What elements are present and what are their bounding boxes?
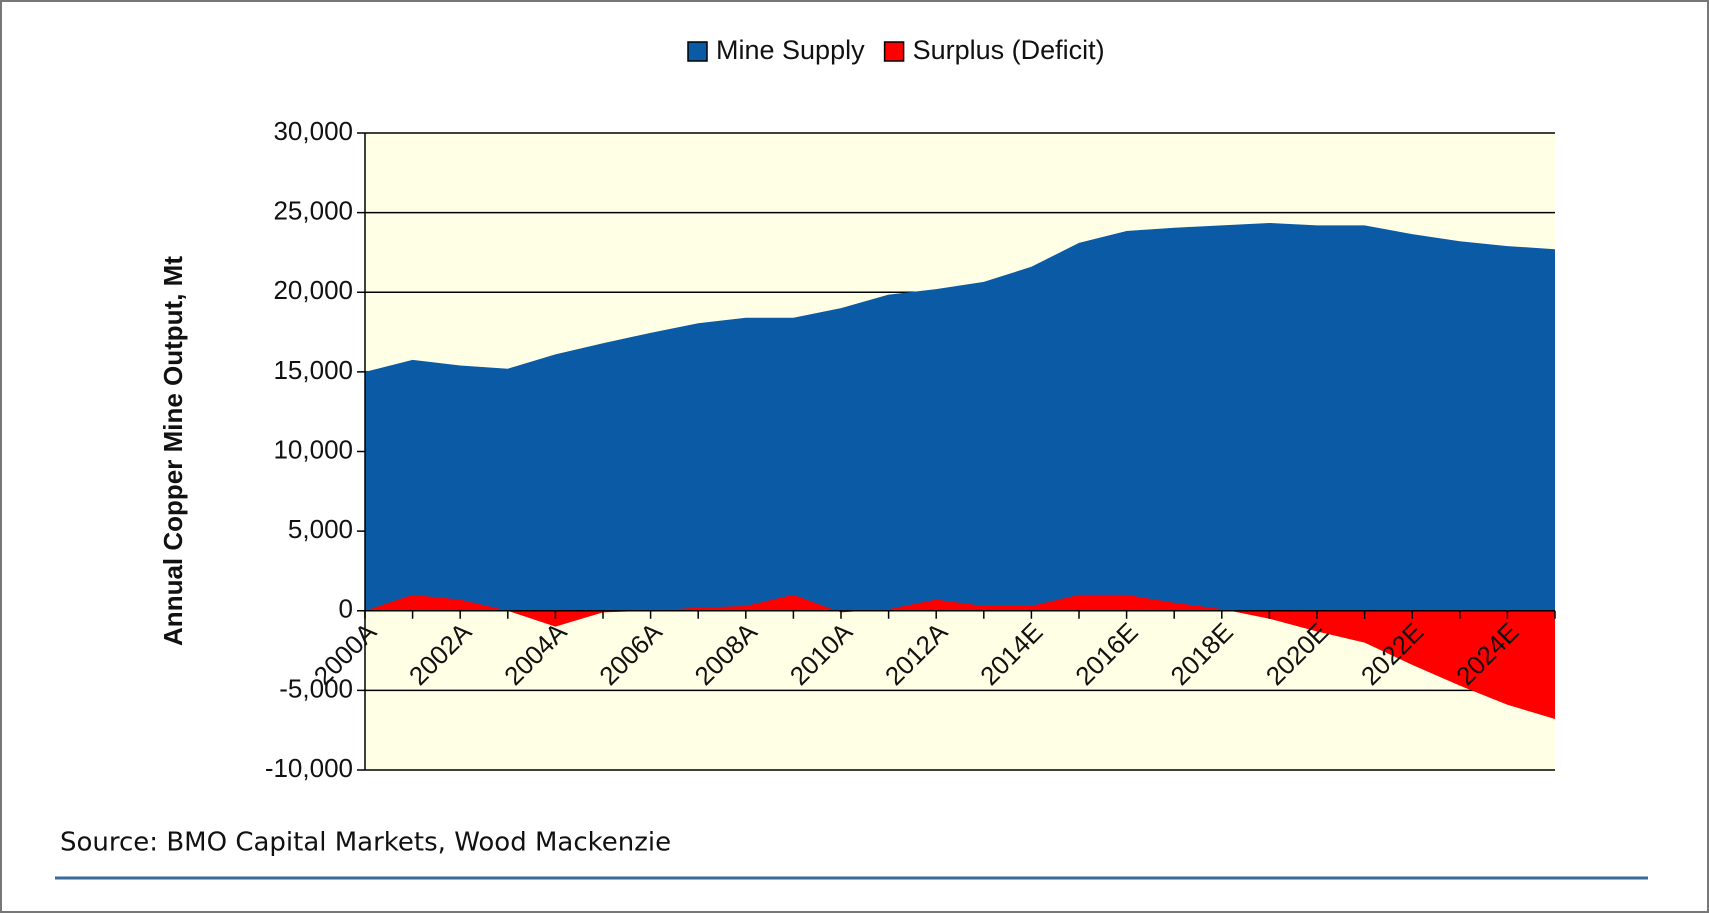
y-tick-label: 20,000 (273, 275, 353, 305)
area (365, 594, 1555, 720)
y-tick-label: 0 (339, 594, 353, 624)
y-tick-label: 15,000 (273, 355, 353, 385)
y-tick-label: 10,000 (273, 434, 353, 464)
y-tick-label: -10,000 (265, 753, 353, 783)
legend-label: Mine Supply (716, 35, 865, 65)
legend: Mine Supply Surplus (Deficit) (687, 35, 1105, 65)
y-tick-label: 5,000 (288, 514, 353, 544)
y-tick-label: 30,000 (273, 116, 353, 146)
y-axis-label: Annual Copper Mine Output, Mt (158, 256, 188, 646)
area (365, 222, 1555, 611)
y-tick-label: -5,000 (279, 673, 353, 703)
legend-label: Surplus (Deficit) (913, 35, 1105, 65)
y-tick-label: 25,000 (273, 196, 353, 226)
areas (365, 222, 1555, 720)
legend-swatch (687, 41, 708, 62)
source: Source: BMO Capital Markets, Wood Macken… (60, 828, 671, 858)
legend-swatch (883, 41, 905, 62)
